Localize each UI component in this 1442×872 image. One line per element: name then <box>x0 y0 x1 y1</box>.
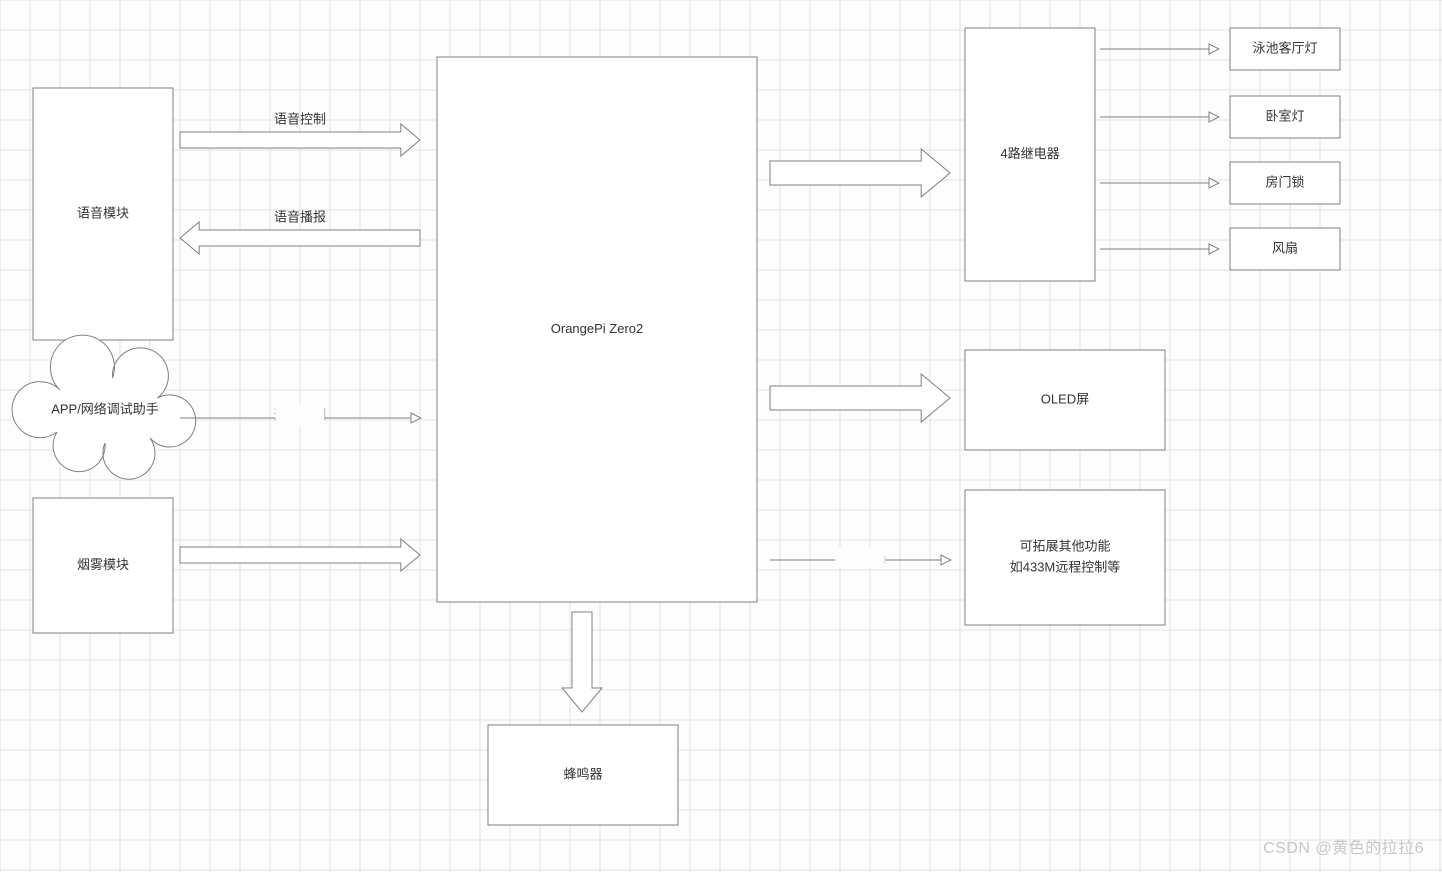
svg-text:语音模块: 语音模块 <box>77 205 129 220</box>
svg-text:烟雾模块: 烟雾模块 <box>77 557 129 572</box>
node-extend: 可拓展其他功能如433M远程控制等 <box>965 490 1165 625</box>
node-pool_light: 泳池客厅灯 <box>1230 28 1340 70</box>
node-voice_module: 语音模块 <box>33 88 173 340</box>
svg-text:房门锁: 房门锁 <box>1265 174 1304 189</box>
svg-text:风扇: 风扇 <box>1272 240 1298 255</box>
svg-text:语音控制: 语音控制 <box>274 111 326 126</box>
node-door_lock: 房门锁 <box>1230 162 1340 204</box>
node-fan: 风扇 <box>1230 228 1340 270</box>
diagram-canvas: 语音模块 APP/网络调试助手烟雾模块 OrangePi Zero2 4路继电器 OLE… <box>0 0 1442 872</box>
node-buzzer: 蜂鸣器 <box>488 725 678 825</box>
svg-text:如433M远程控制等: 如433M远程控制等 <box>1010 559 1121 574</box>
svg-text:OrangePi Zero2: OrangePi Zero2 <box>551 321 644 336</box>
svg-text:4路继电器: 4路继电器 <box>1000 146 1059 161</box>
node-relay4: 4路继电器 <box>965 28 1095 281</box>
node-orangepi: OrangePi Zero2 <box>437 57 757 602</box>
svg-text:可拓展其他功能: 可拓展其他功能 <box>1019 539 1110 554</box>
svg-text:蜂鸣器: 蜂鸣器 <box>563 766 602 781</box>
node-smoke_module: 烟雾模块 <box>33 498 173 633</box>
svg-text:APP/网络调试助手: APP/网络调试助手 <box>51 401 159 416</box>
node-bedroom_light: 卧室灯 <box>1230 96 1340 138</box>
watermark-text: CSDN @黄色的拉拉6 <box>1263 834 1424 858</box>
svg-text:卧室灯: 卧室灯 <box>1265 108 1304 123</box>
node-oled: OLED屏 <box>965 350 1165 450</box>
diagram-svg: 语音模块 APP/网络调试助手烟雾模块 OrangePi Zero2 4路继电器 OLE… <box>0 0 1442 872</box>
svg-text:语音播报: 语音播报 <box>274 209 326 224</box>
svg-text:OLED屏: OLED屏 <box>1041 391 1089 406</box>
svg-text:泳池客厅灯: 泳池客厅灯 <box>1252 40 1317 55</box>
